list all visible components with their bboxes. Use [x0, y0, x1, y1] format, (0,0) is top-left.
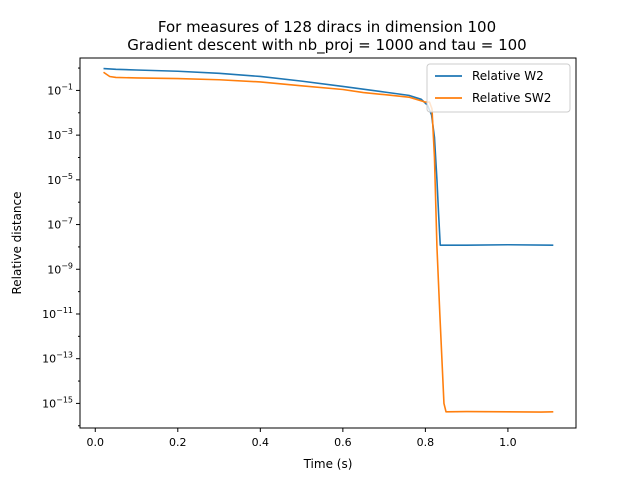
x-tick-label: 0.6 — [334, 436, 352, 449]
y-tick-label: 10−11 — [42, 306, 73, 321]
x-tick-label: 0.2 — [169, 436, 187, 449]
legend-box — [426, 63, 571, 113]
y-tick-label: 10−7 — [47, 217, 73, 232]
y-tick-label: 10−9 — [47, 261, 73, 276]
plot-area: 0.0 0.2 0.4 0.6 0.8 1.0 10−110−310−510−710−91… — [42, 57, 577, 449]
y-tick-label: 10−1 — [47, 82, 73, 97]
y-tick-label: 10−13 — [42, 351, 73, 366]
legend: Relative W2 Relative SW2 — [426, 63, 571, 113]
x-tick-label: 0.4 — [252, 436, 270, 449]
legend-label-sw2: Relative SW2 — [472, 91, 551, 105]
series-lines — [103, 67, 554, 413]
y-axis-label: Relative distance — [10, 191, 24, 294]
x-tick-label: 0.8 — [417, 436, 435, 449]
legend-label-w2: Relative W2 — [472, 69, 544, 83]
y-tick-label: 10−5 — [47, 172, 73, 187]
chart-title-line2: Gradient descent with nb_proj = 1000 and… — [127, 36, 526, 55]
x-tick-label: 1.0 — [499, 436, 517, 449]
series-line-relative-sw2 — [103, 71, 554, 413]
chart-title-line1: For measures of 128 diracs in dimension … — [158, 18, 496, 36]
y-axis-ticks: 10−1 10−3 10−5 10−7 10−9 10−11 10−13 10−15 — [42, 67, 80, 427]
y-tick-label: 10−3 — [47, 127, 73, 142]
axes-frame — [79, 57, 577, 429]
x-tick-label: 0.0 — [87, 436, 105, 449]
x-axis-label: Time (s) — [303, 457, 353, 471]
series-line-relative-w2 — [103, 67, 554, 246]
y-tick-label: 10−15 — [42, 395, 73, 410]
x-axis-ticks: 0.0 0.2 0.4 0.6 0.8 1.0 — [87, 428, 517, 449]
